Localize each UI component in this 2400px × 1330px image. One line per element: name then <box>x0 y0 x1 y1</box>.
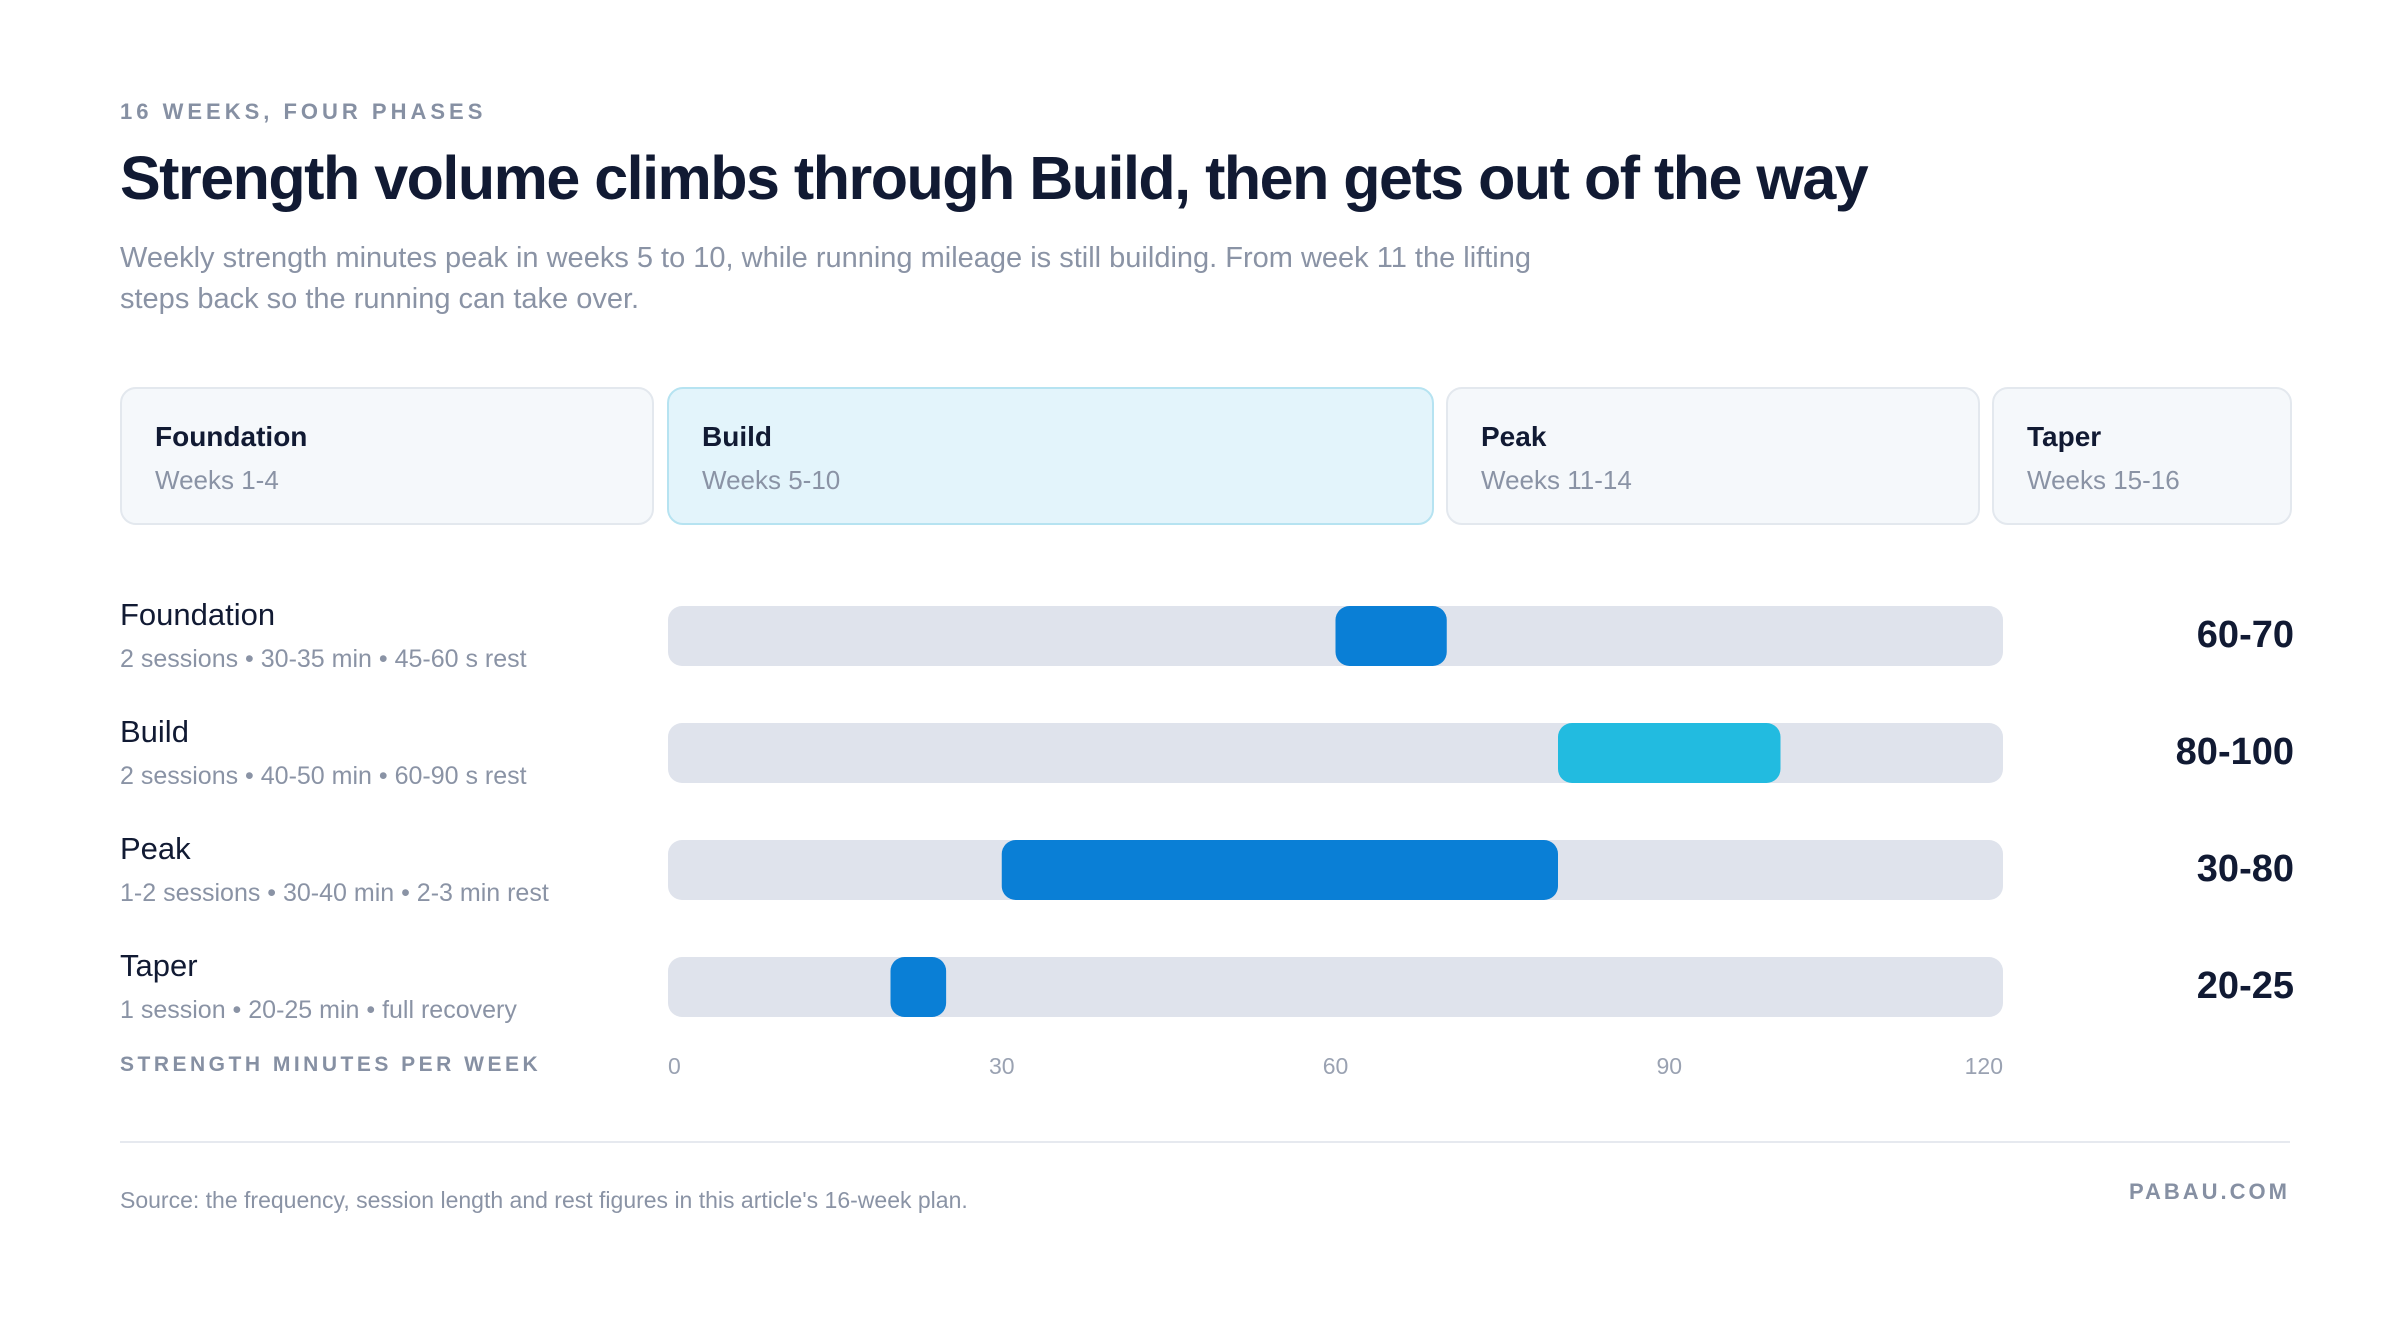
phase-weeks: Weeks 1-4 <box>155 465 279 495</box>
range-bar-peak <box>1001 840 1558 900</box>
row-detail-peak: 1-2 sessions • 30-40 min • 2-3 min rest <box>120 879 549 907</box>
row-total-build: 80-100 <box>2175 731 2294 773</box>
row-label-foundation: Foundation <box>120 597 276 632</box>
range-bar-build <box>1558 723 1781 783</box>
row-label-taper: Taper <box>120 948 198 983</box>
x-tick-label: 120 <box>1965 1053 2003 1079</box>
range-bar-taper <box>890 957 947 1017</box>
phase-card-taper: Taper Weeks 15-16 <box>1992 387 2292 525</box>
phase-name: Peak <box>1481 421 1547 452</box>
row-total-peak: 30-80 <box>2196 848 2294 890</box>
phase-name: Build <box>702 421 772 452</box>
phase-weeks: Weeks 15-16 <box>2027 465 2180 495</box>
source-note: Source: the frequency, session length an… <box>120 1187 968 1213</box>
row-total-taper: 20-25 <box>2196 965 2294 1007</box>
phase-card-peak: Peak Weeks 11-14 <box>1446 387 1980 525</box>
eyebrow: 16 WEEKS, FOUR PHASES <box>120 99 487 124</box>
x-tick-label: 60 <box>1323 1053 1349 1079</box>
brand-logo-text: PABAU.COM <box>2128 1179 2290 1204</box>
row-detail-build: 2 sessions • 40-50 min • 60-90 s rest <box>120 762 527 790</box>
x-tick-label: 90 <box>1656 1053 1682 1079</box>
row-detail-foundation: 2 sessions • 30-35 min • 45-60 s rest <box>120 645 527 673</box>
row-label-build: Build <box>120 714 189 749</box>
row-total-foundation: 60-70 <box>2196 614 2294 656</box>
row-label-peak: Peak <box>120 831 191 866</box>
row-detail-taper: 1 session • 20-25 min • full recovery <box>120 996 517 1024</box>
x-tick-label: 0 <box>668 1053 681 1079</box>
x-tick-label: 30 <box>989 1053 1015 1079</box>
phase-weeks: Weeks 11-14 <box>1481 465 1632 495</box>
bar-track-build <box>668 723 2003 783</box>
footer-divider <box>120 1141 2290 1143</box>
phase-name: Foundation <box>155 421 308 452</box>
chart-title: Strength volume climbs through Build, th… <box>120 144 1869 212</box>
phase-card-build: Build Weeks 5-10 <box>667 387 1434 525</box>
range-bar-foundation <box>1335 606 1447 666</box>
phase-name: Taper <box>2027 421 2102 452</box>
bar-track-taper <box>668 957 2003 1017</box>
phase-weeks: Weeks 5-10 <box>702 465 841 495</box>
phase-card-foundation: Foundation Weeks 1-4 <box>120 387 654 525</box>
chart-subtitle: Weekly strength minutes peak in weeks 5 … <box>120 242 1531 315</box>
x-axis-caption: STRENGTH MINUTES PER WEEK <box>120 1053 542 1076</box>
